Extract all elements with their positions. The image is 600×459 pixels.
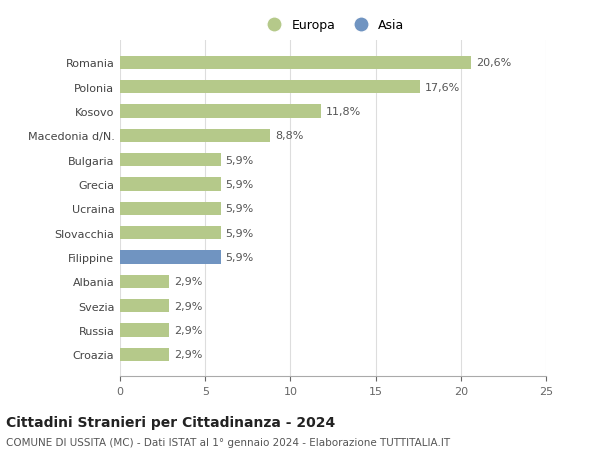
Text: 5,9%: 5,9% (226, 252, 254, 263)
Text: 11,8%: 11,8% (326, 107, 361, 117)
Bar (120, 81, 420, 94)
Text: 5,9%: 5,9% (226, 155, 254, 165)
Bar (120, 178, 221, 191)
Bar (120, 251, 221, 264)
Bar (120, 324, 169, 337)
Text: 17,6%: 17,6% (425, 83, 460, 92)
Text: 5,9%: 5,9% (226, 204, 254, 214)
Text: 5,9%: 5,9% (226, 179, 254, 190)
Text: COMUNE DI USSITA (MC) - Dati ISTAT al 1° gennaio 2024 - Elaborazione TUTTITALIA.: COMUNE DI USSITA (MC) - Dati ISTAT al 1°… (6, 437, 450, 447)
Bar (120, 299, 169, 313)
Bar (120, 56, 471, 70)
Bar (120, 202, 221, 216)
Bar (120, 154, 221, 167)
Bar (120, 129, 270, 143)
Text: 2,9%: 2,9% (175, 349, 203, 359)
Text: 5,9%: 5,9% (226, 228, 254, 238)
Text: 2,9%: 2,9% (175, 301, 203, 311)
Bar (120, 348, 169, 361)
Text: Cittadini Stranieri per Cittadinanza - 2024: Cittadini Stranieri per Cittadinanza - 2… (6, 415, 335, 429)
Text: 8,8%: 8,8% (275, 131, 304, 141)
Legend: Europa, Asia: Europa, Asia (257, 14, 409, 37)
Text: 2,9%: 2,9% (175, 325, 203, 335)
Bar (120, 105, 321, 118)
Text: 20,6%: 20,6% (476, 58, 511, 68)
Bar (120, 226, 221, 240)
Text: 2,9%: 2,9% (175, 277, 203, 287)
Bar (120, 275, 169, 288)
